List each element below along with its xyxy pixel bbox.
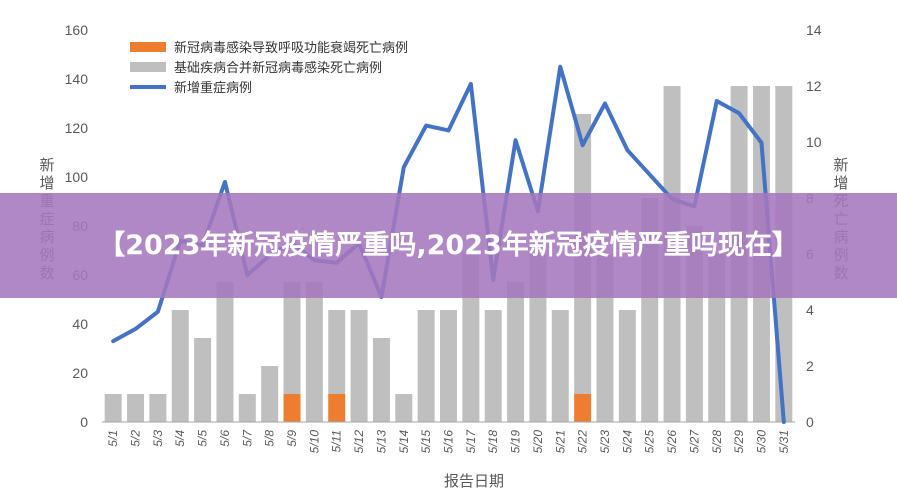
y-left-tick-label: 160 [65,22,89,38]
x-tick-label: 5/12 [352,430,366,454]
bar-respiratory-failure [328,394,346,422]
y-left-tick-label: 40 [72,316,88,332]
x-tick-label: 5/6 [218,430,232,447]
x-tick-label: 5/15 [419,430,433,454]
bar-underlying-disease [372,338,390,422]
x-tick-label: 5/23 [598,430,612,454]
x-tick-label: 5/17 [464,429,478,454]
x-tick-label: 5/19 [509,430,523,454]
y-right-tick-label: 0 [806,414,814,430]
y-left-tick-label: 20 [72,365,88,381]
x-tick-label: 5/20 [531,430,545,454]
x-tick-label: 5/9 [285,430,299,447]
y-left-tick-label: 140 [65,71,89,87]
y-right-tick-label: 10 [806,134,822,150]
legend-label-severe-cases: 新增重症病例 [174,80,252,96]
headline-banner: 【2023年新冠疫情严重吗,2023年新冠疫情严重吗现在】 [0,193,897,298]
bar-underlying-disease [551,310,569,422]
x-tick-label: 5/22 [576,430,590,454]
y-right-tick-label: 2 [806,358,814,374]
legend-label-respiratory-failure: 新冠病毒感染导致呼吸功能衰竭死亡病例 [174,40,408,56]
x-tick-label: 5/10 [307,430,321,454]
axis-title-char: 新 [833,156,848,174]
x-tick-label: 5/21 [553,430,567,453]
bar-underlying-disease [507,282,525,422]
bar-underlying-disease [238,394,256,422]
legend-swatch-respiratory-failure [130,42,166,52]
x-tick-label: 5/1 [106,430,120,447]
bar-underlying-disease [261,366,279,422]
bar-respiratory-failure [574,394,592,422]
bar-underlying-disease [104,394,122,422]
legend-swatch-underlying-disease [130,62,166,72]
x-tick-label: 5/29 [732,430,746,454]
x-tick-label: 5/8 [263,430,277,447]
x-tick-label: 5/3 [151,430,165,447]
y-right-tick-label: 12 [806,78,822,94]
x-tick-label: 5/11 [330,430,344,452]
bar-respiratory-failure [283,394,301,422]
bar-underlying-disease [417,310,435,422]
x-tick-label: 5/30 [754,430,768,454]
bar-underlying-disease [440,310,457,422]
y-left-tick-label: 0 [80,414,88,430]
x-tick-label: 5/31 [777,430,791,453]
axis-title-char: 新 [39,156,54,174]
y-left-tick-label: 100 [65,169,89,185]
bar-underlying-disease [618,310,636,422]
bar-underlying-disease [171,310,189,422]
bar-underlying-disease [395,394,413,422]
x-tick-label: 5/14 [397,430,411,454]
y-left-tick-label: 120 [65,120,89,136]
axes-layer: 5/1 5/2 5/3 5/4 5/5 5/6 5/7 5/8 5/9 5/10 5/11 5/12 5… [65,22,822,453]
axis-title-char: 增 [833,174,848,192]
y-right-tick-label: 14 [806,22,822,38]
bar-underlying-disease [149,394,167,422]
bar-underlying-disease [350,310,368,422]
bar-underlying-disease [194,338,212,422]
x-tick-label: 5/7 [240,429,254,447]
x-tick-label: 5/27 [687,429,701,454]
x-tick-label: 5/16 [442,430,456,454]
x-tick-label: 5/25 [643,430,657,454]
bar-underlying-disease [127,394,145,422]
x-tick-label: 5/2 [129,430,143,447]
x-tick-label: 5/28 [710,430,724,454]
x-tick-label: 5/26 [665,430,679,454]
bar-underlying-disease [283,282,301,394]
x-tick-label: 5/24 [620,430,634,454]
bar-underlying-disease [328,310,346,394]
x-tick-label: 5/18 [486,430,500,454]
bar-underlying-disease [305,282,323,422]
axis-title-char: 增 [39,174,54,192]
headline-text: 【2023年新冠疫情严重吗,2023年新冠疫情严重吗现在】 [98,229,799,261]
x-axis-title: 报告日期 [444,472,504,490]
legend-label-underlying-disease: 基础疾病合并新冠病毒感染死亡病例 [174,60,382,76]
y-right-tick-label: 4 [806,302,814,318]
x-tick-label: 5/13 [374,430,388,454]
x-tick-label: 5/5 [196,430,210,447]
x-tick-label: 5/4 [173,430,187,447]
bar-underlying-disease [216,282,234,422]
bar-underlying-disease [484,310,502,422]
